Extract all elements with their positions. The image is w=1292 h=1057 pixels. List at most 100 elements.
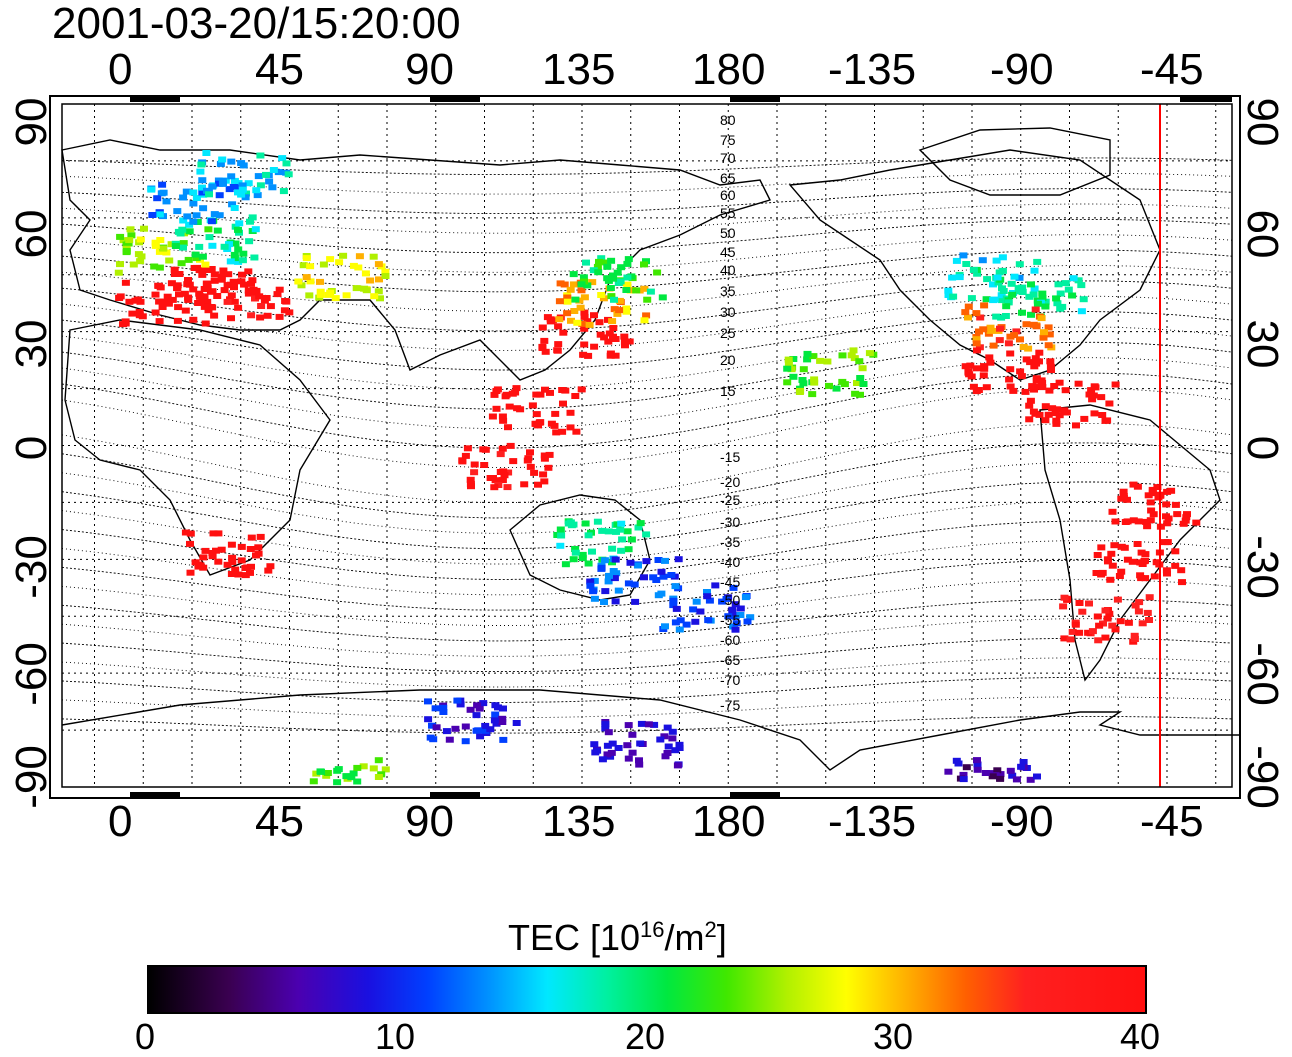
- tec-cell: [1108, 562, 1117, 569]
- tec-cell: [590, 595, 599, 602]
- tec-cell: [1018, 309, 1026, 316]
- tec-cell: [498, 413, 507, 420]
- tec-cell: [428, 722, 436, 729]
- tec-cell: [1015, 274, 1024, 281]
- tec-cell: [611, 352, 620, 359]
- tec-cell: [724, 613, 733, 620]
- tec-cell: [1025, 293, 1034, 300]
- tec-cell: [618, 536, 627, 543]
- tec-cell: [126, 226, 135, 233]
- tec-cell: [816, 357, 825, 364]
- tec-cell: [1098, 412, 1107, 418]
- tec-cell: [563, 298, 572, 305]
- contour-label: -20: [720, 474, 740, 490]
- tec-cell: [285, 309, 294, 316]
- tec-cell: [228, 559, 237, 566]
- tec-cell: [1004, 299, 1013, 306]
- tec-cell: [317, 768, 325, 775]
- tec-cell: [1045, 387, 1054, 394]
- tec-cell: [650, 721, 659, 728]
- contour-label: -60: [720, 632, 740, 648]
- tec-cell: [590, 577, 599, 584]
- tec-cell: [424, 698, 432, 705]
- plot-title: 2001-03-20/15:20:00: [52, 0, 461, 48]
- tec-cell: [608, 545, 617, 552]
- tec-cell: [215, 212, 224, 219]
- tec-cell: [164, 297, 172, 304]
- tec-cell: [305, 292, 314, 299]
- tec-cell: [316, 278, 324, 285]
- tec-cell: [486, 726, 495, 733]
- tec-cell: [1053, 406, 1061, 413]
- magnetic-contour: [61, 311, 1233, 371]
- tec-cell: [669, 597, 678, 604]
- colorbar-tick: 20: [625, 1016, 666, 1057]
- tec-cell: [213, 227, 222, 234]
- tec-cell: [798, 377, 807, 383]
- tec-cell: [1017, 763, 1026, 770]
- tec-cell: [213, 293, 222, 299]
- tec-cell: [1153, 484, 1162, 491]
- tec-cell: [159, 245, 168, 252]
- colorbar-title: TEC [1016/m2]: [508, 917, 727, 958]
- tec-cell: [623, 528, 632, 535]
- tec-cell: [1022, 356, 1031, 363]
- tec-cell: [1056, 290, 1065, 297]
- tec-cell: [202, 267, 211, 273]
- tec-cell: [1061, 387, 1070, 394]
- frame-tick: [130, 96, 180, 102]
- tec-cell: [1061, 280, 1070, 287]
- tec-cell: [590, 312, 598, 319]
- tec-cell: [196, 299, 205, 306]
- tec-cell: [1136, 572, 1145, 579]
- tec-cell: [442, 728, 451, 735]
- tec-cell: [624, 256, 633, 263]
- tec-cell: [201, 261, 210, 268]
- tec-cell: [359, 763, 368, 770]
- tec-cell: [571, 549, 580, 556]
- tec-cell: [237, 191, 246, 198]
- tec-cell: [671, 583, 680, 590]
- tec-cell: [374, 261, 383, 268]
- tec-cell: [1016, 336, 1024, 343]
- tec-cell: [599, 295, 608, 302]
- tec-cell: [136, 236, 145, 243]
- tec-cell: [297, 282, 306, 289]
- tec-cell: [1052, 417, 1061, 424]
- tec-cell: [189, 189, 198, 196]
- tec-cell: [660, 733, 669, 740]
- tec-cell: [431, 705, 440, 712]
- tec-cell: [534, 481, 542, 488]
- tec-cell: [369, 253, 378, 260]
- tec-cell: [248, 277, 257, 284]
- tec-cell: [962, 261, 971, 267]
- tec-cell: [1179, 520, 1188, 527]
- tec-cell: [1105, 610, 1114, 617]
- tec-cell: [326, 256, 335, 263]
- tec-cell: [1173, 511, 1182, 518]
- tec-cell: [729, 584, 738, 591]
- contour-label: 50: [720, 225, 736, 241]
- tec-cell: [966, 362, 975, 369]
- tec-cell: [306, 263, 315, 270]
- tec-cell: [220, 287, 229, 294]
- tec-cell: [376, 295, 384, 302]
- tec-cell: [973, 761, 982, 768]
- tec-cell: [1058, 303, 1067, 310]
- tec-cell: [467, 483, 475, 490]
- tec-cell: [557, 532, 566, 539]
- tec-cell: [176, 230, 185, 237]
- tec-cell: [238, 257, 247, 264]
- tec-cell: [1033, 300, 1042, 307]
- tec-cell: [642, 312, 651, 319]
- tec-cell: [466, 706, 475, 713]
- tec-cell: [369, 765, 378, 772]
- tec-cell: [183, 213, 192, 220]
- magnetic-contour: [61, 218, 1233, 254]
- tec-cell: [193, 219, 202, 225]
- tec-cell: [234, 571, 243, 578]
- tec-cell: [136, 258, 145, 265]
- tec-cell: [1178, 579, 1186, 586]
- tec-cell: [248, 214, 257, 221]
